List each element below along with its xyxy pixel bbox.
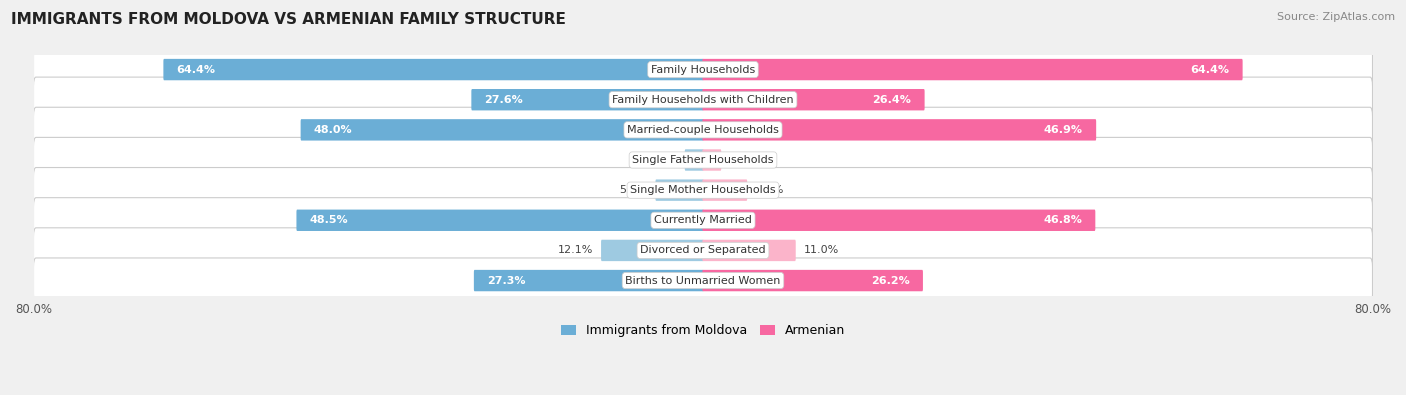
Text: IMMIGRANTS FROM MOLDOVA VS ARMENIAN FAMILY STRUCTURE: IMMIGRANTS FROM MOLDOVA VS ARMENIAN FAMI… xyxy=(11,12,567,27)
FancyBboxPatch shape xyxy=(703,179,747,201)
Text: Family Households with Children: Family Households with Children xyxy=(612,95,794,105)
FancyBboxPatch shape xyxy=(703,59,1243,80)
FancyBboxPatch shape xyxy=(34,228,1372,273)
Text: 27.3%: 27.3% xyxy=(486,276,526,286)
Text: Single Father Households: Single Father Households xyxy=(633,155,773,165)
FancyBboxPatch shape xyxy=(34,77,1372,122)
Text: 46.9%: 46.9% xyxy=(1043,125,1083,135)
Text: 48.0%: 48.0% xyxy=(314,125,353,135)
FancyBboxPatch shape xyxy=(34,198,1372,243)
Text: Divorced or Separated: Divorced or Separated xyxy=(640,245,766,256)
Text: 2.1%: 2.1% xyxy=(648,155,678,165)
Text: 12.1%: 12.1% xyxy=(558,245,593,256)
FancyBboxPatch shape xyxy=(685,149,703,171)
FancyBboxPatch shape xyxy=(34,47,1372,92)
Text: 48.5%: 48.5% xyxy=(309,215,349,225)
FancyBboxPatch shape xyxy=(474,270,703,291)
FancyBboxPatch shape xyxy=(34,258,1372,303)
FancyBboxPatch shape xyxy=(703,210,1095,231)
Text: Family Households: Family Households xyxy=(651,64,755,75)
FancyBboxPatch shape xyxy=(602,240,703,261)
FancyBboxPatch shape xyxy=(297,210,703,231)
FancyBboxPatch shape xyxy=(703,240,796,261)
Text: 5.2%: 5.2% xyxy=(755,185,783,195)
Text: 64.4%: 64.4% xyxy=(1191,64,1229,75)
Text: Currently Married: Currently Married xyxy=(654,215,752,225)
FancyBboxPatch shape xyxy=(703,149,721,171)
Text: 26.2%: 26.2% xyxy=(870,276,910,286)
FancyBboxPatch shape xyxy=(703,270,922,291)
FancyBboxPatch shape xyxy=(34,167,1372,213)
FancyBboxPatch shape xyxy=(703,89,925,111)
FancyBboxPatch shape xyxy=(655,179,703,201)
Text: 2.1%: 2.1% xyxy=(728,155,758,165)
Text: Births to Unmarried Women: Births to Unmarried Women xyxy=(626,276,780,286)
Text: Married-couple Households: Married-couple Households xyxy=(627,125,779,135)
FancyBboxPatch shape xyxy=(163,59,703,80)
FancyBboxPatch shape xyxy=(703,119,1097,141)
Text: 11.0%: 11.0% xyxy=(803,245,838,256)
FancyBboxPatch shape xyxy=(34,137,1372,182)
FancyBboxPatch shape xyxy=(301,119,703,141)
Text: Source: ZipAtlas.com: Source: ZipAtlas.com xyxy=(1277,12,1395,22)
Text: 64.4%: 64.4% xyxy=(177,64,215,75)
Text: 46.8%: 46.8% xyxy=(1043,215,1083,225)
Legend: Immigrants from Moldova, Armenian: Immigrants from Moldova, Armenian xyxy=(555,320,851,342)
Text: 5.6%: 5.6% xyxy=(620,185,648,195)
Text: 27.6%: 27.6% xyxy=(485,95,523,105)
FancyBboxPatch shape xyxy=(34,107,1372,152)
Text: 26.4%: 26.4% xyxy=(873,95,911,105)
Text: Single Mother Households: Single Mother Households xyxy=(630,185,776,195)
FancyBboxPatch shape xyxy=(471,89,703,111)
